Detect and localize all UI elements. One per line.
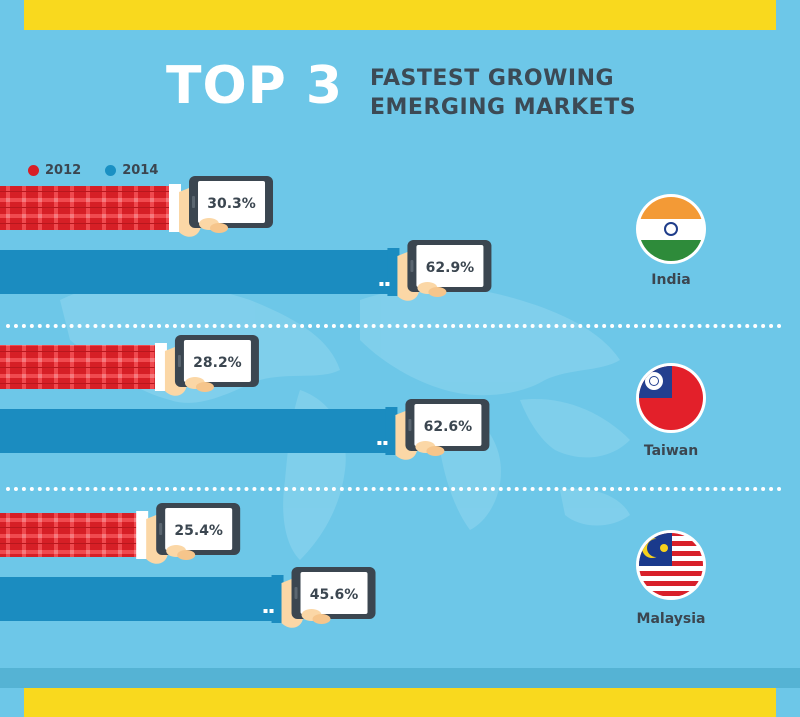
value-label-2012-india: 30.3% (207, 196, 256, 212)
bar-2014-malaysia: 45.6% (0, 567, 376, 628)
value-label-2014-taiwan: 62.6% (424, 419, 473, 435)
country-label-malaysia: Malaysia (636, 611, 706, 627)
value-label-2014-india: 62.9% (426, 260, 475, 276)
floor-strip (0, 668, 800, 688)
country-label-india: India (651, 272, 691, 288)
bottom-band (24, 688, 776, 717)
bar-2014-taiwan: 62.6% (0, 399, 490, 460)
bar-2012-india: 30.3% (0, 176, 274, 237)
title-line2: EMERGING MARKETS (370, 95, 637, 120)
legend-label-2014: 2014 (122, 163, 159, 178)
bar-2014-india: 62.9% (0, 240, 492, 301)
divider (6, 324, 782, 328)
top-band (24, 0, 776, 30)
legend: 2012 2014 (28, 163, 182, 178)
bars-layer: 30.3% 62.9% 28.2% 62.6% 25.4% 45.6% (0, 176, 492, 628)
bar-2012-taiwan: 28.2% (0, 335, 259, 396)
divider (6, 487, 782, 491)
legend-dot-2014 (105, 165, 117, 176)
legend-dot-2012 (28, 165, 39, 176)
legend-item-2012: 2012 (28, 163, 81, 178)
value-label-2012-malaysia: 25.4% (174, 523, 223, 539)
legend-label-2012: 2012 (45, 163, 82, 178)
value-label-2014-malaysia: 45.6% (310, 587, 359, 603)
legend-item-2014: 2014 (105, 163, 158, 178)
bar-2012-malaysia: 25.4% (0, 503, 241, 564)
value-label-2012-taiwan: 28.2% (193, 355, 242, 371)
title-line1: FASTEST GROWING (370, 66, 615, 91)
country-label-taiwan: Taiwan (643, 443, 699, 459)
title-top3: TOP 3 (166, 56, 344, 116)
